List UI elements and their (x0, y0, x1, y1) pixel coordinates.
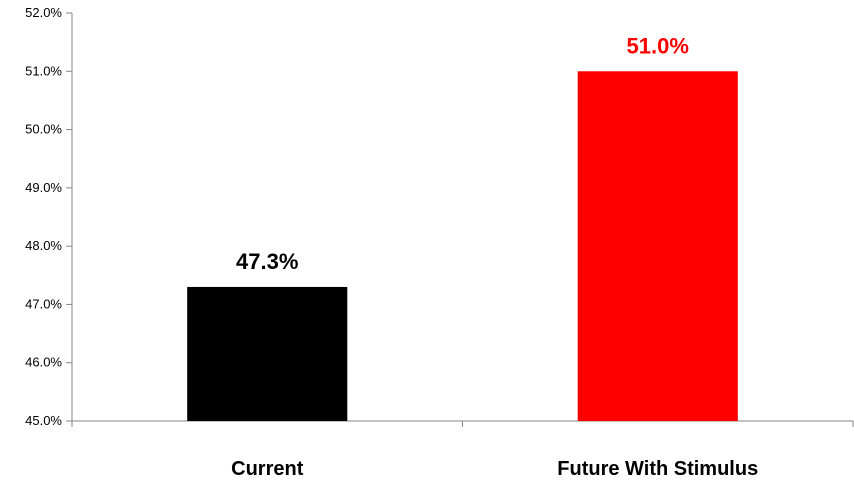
bar-future-with-stimulus (577, 71, 738, 422)
data-label: 47.3% (236, 249, 298, 274)
y-axis: 45.0% 46.0% 47.0% 48.0% 49.0% 50.0% 51.0% 52.0% (25, 5, 73, 428)
x-axis: Current Future With Stimulus (71, 420, 854, 480)
y-tick-label: 46.0% (25, 355, 62, 370)
data-label: 51.0% (627, 33, 689, 58)
y-tick-label: 45.0% (25, 413, 62, 428)
y-tick-label: 47.0% (25, 296, 62, 311)
y-tick-label: 52.0% (25, 5, 62, 20)
y-tick-label: 50.0% (25, 122, 62, 137)
x-category-label: Future With Stimulus (557, 458, 758, 480)
data-labels: 47.3% 51.0% (236, 33, 689, 274)
y-tick-label: 49.0% (25, 180, 62, 195)
y-tick-label: 51.0% (25, 63, 62, 78)
bar-current (187, 286, 348, 421)
bars (187, 71, 738, 422)
x-category-label: Current (231, 458, 304, 480)
y-tick-label: 48.0% (25, 238, 62, 253)
